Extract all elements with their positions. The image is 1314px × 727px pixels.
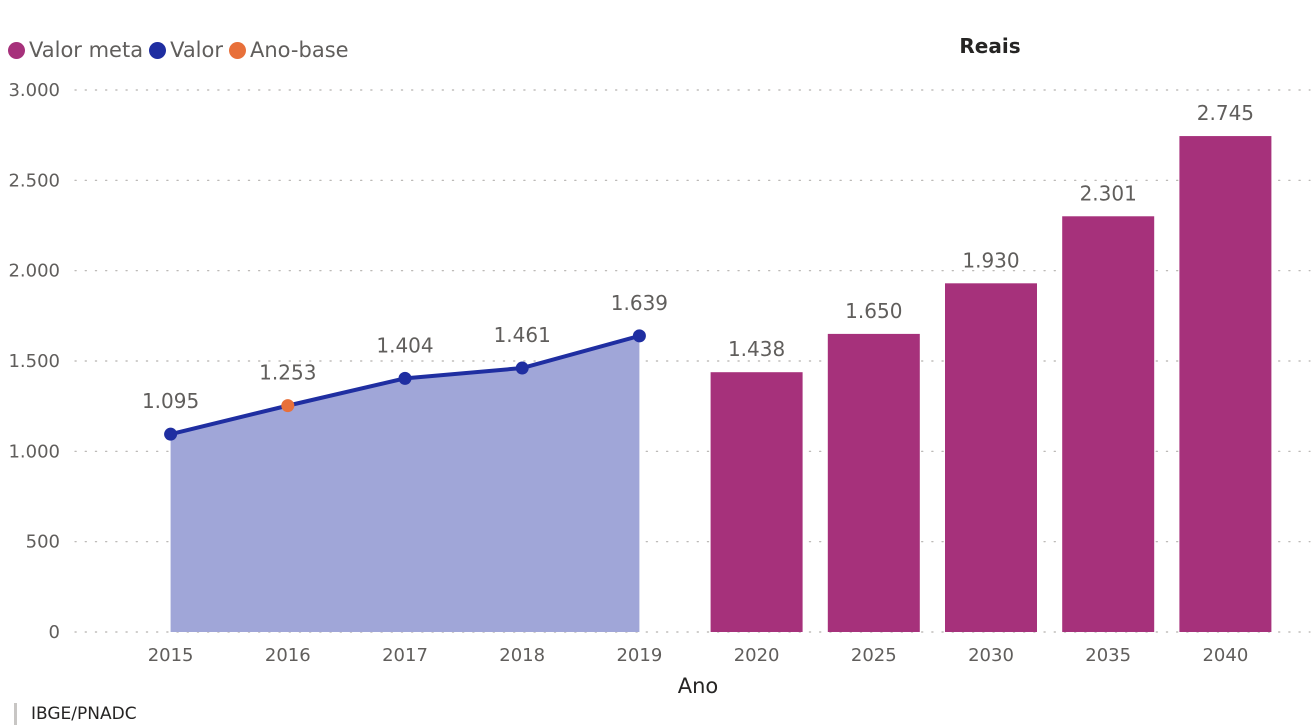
source-text: IBGE/PNADC (31, 704, 137, 724)
valor-point-2015 (164, 427, 178, 441)
data-label-2025: 1.650 (845, 299, 902, 323)
legend-item-valor-meta[interactable]: Valor meta (8, 38, 143, 62)
x-tick-label-2030: 2030 (968, 645, 1014, 666)
data-label-2017: 1.404 (376, 333, 433, 357)
bar-2030 (945, 283, 1037, 632)
data-label-2016: 1.253 (259, 361, 316, 385)
y-tick-label-2500: 2.500 (8, 170, 60, 191)
x-axis-title: Ano (678, 674, 719, 698)
data-label-2018: 1.461 (494, 323, 551, 347)
data-label-2020: 1.438 (728, 337, 785, 361)
bar-2020 (710, 372, 803, 632)
bar-2040 (1179, 136, 1272, 632)
valor-line-series (164, 329, 646, 441)
chart-title: Reais (959, 34, 1021, 58)
x-tick-label-2017: 2017 (382, 645, 428, 666)
legend-label-ano-base: Ano-base (250, 38, 349, 62)
valor-point-2019 (632, 329, 646, 343)
ano-base-point-2016 (281, 399, 295, 413)
legend-marker-valor (149, 41, 167, 59)
x-tick-label-2019: 2019 (616, 645, 662, 666)
legend-marker-ano-base (229, 41, 246, 59)
data-label-2030: 1.930 (962, 248, 1019, 272)
data-label-2015: 1.095 (142, 389, 199, 413)
y-tick-label-2000: 2.000 (8, 261, 60, 282)
bar-2025 (827, 333, 920, 632)
legend-label-valor: Valor (170, 38, 223, 62)
data-label-2040: 2.745 (1197, 101, 1254, 125)
y-tick-label-1500: 1.500 (8, 351, 60, 372)
chart-legend: Valor meta Valor Ano-base (8, 36, 355, 64)
y-tick-label-500: 500 (26, 532, 60, 553)
data-label-2019: 1.639 (611, 291, 668, 315)
x-tick-label-2020: 2020 (734, 645, 780, 666)
axes: 0 500 1.000 1.500 2.000 2.500 3.000 2015 2016 201… (8, 80, 1248, 698)
y-tick-label-0: 0 (49, 622, 60, 643)
legend-label-valor-meta: Valor meta (29, 38, 144, 62)
x-tick-label-2025: 2025 (851, 645, 897, 666)
x-tick-label-2018: 2018 (499, 645, 545, 666)
data-label-2035: 2.301 (1080, 181, 1137, 205)
y-tick-label-3000: 3.000 (8, 80, 60, 101)
x-tick-label-2035: 2035 (1085, 645, 1131, 666)
x-tick-label-2040: 2040 (1202, 645, 1248, 666)
x-tick-label-2015: 2015 (148, 645, 194, 666)
legend-item-valor[interactable]: Valor (149, 38, 223, 62)
bar-2035 (1062, 216, 1155, 632)
valor-meta-bar-series (710, 136, 1272, 632)
legend-item-ano-base[interactable]: Ano-base (229, 38, 349, 62)
chart-plot-area: 1.438 1.650 1.930 2.301 2.745 1.095 1.253 1.404… (8, 80, 1311, 698)
x-tick-label-2016: 2016 (265, 645, 311, 666)
legend-marker-valor-meta (8, 41, 25, 59)
data-labels: 1.438 1.650 1.930 2.301 2.745 1.095 1.253 1.404… (142, 101, 1254, 413)
valor-point-2018 (515, 361, 529, 375)
valor-point-2017 (398, 371, 412, 385)
source-divider (14, 703, 17, 725)
source-note: IBGE/PNADC (14, 702, 137, 726)
y-tick-label-1000: 1.000 (8, 441, 60, 462)
